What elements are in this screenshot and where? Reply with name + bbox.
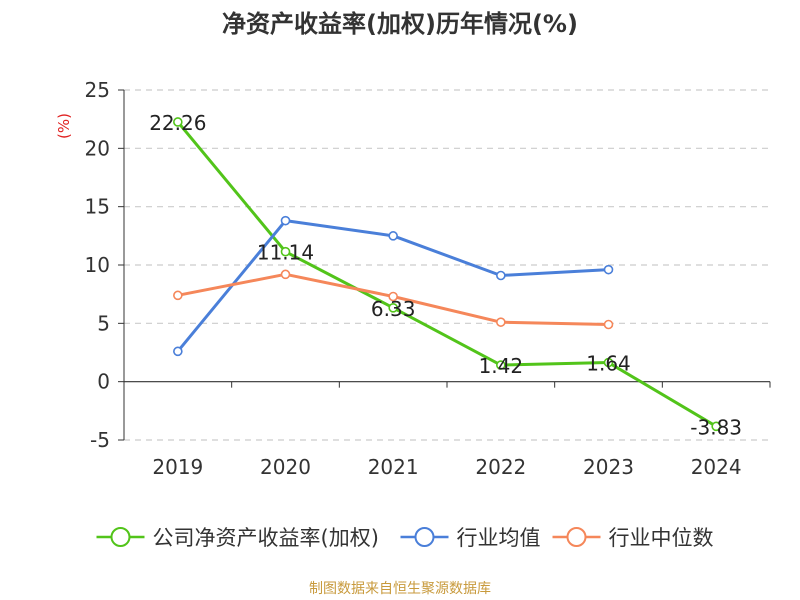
legend-item[interactable]: 行业均值 [400, 526, 541, 550]
data-point [388, 291, 398, 302]
data-point [388, 231, 398, 241]
y-tick-label: -5 [90, 428, 110, 452]
data-label: -3.83 [690, 415, 742, 439]
x-tick-label: 2023 [583, 455, 634, 479]
source-note: 制图数据来自恒生聚源数据库 [309, 581, 491, 597]
y-tick-label: 0 [97, 370, 110, 394]
x-tick-label: 2024 [691, 455, 742, 479]
legend-label: 行业中位数 [609, 526, 714, 550]
data-point [711, 421, 721, 432]
y-axis-label: (%) [55, 113, 73, 139]
x-tick-label: 2022 [475, 455, 526, 479]
data-point [173, 290, 183, 301]
y-tick-label: 25 [85, 78, 110, 102]
data-label: 11.14 [257, 241, 314, 265]
data-point [603, 357, 614, 368]
legend-item[interactable]: 行业中位数 [552, 526, 714, 550]
data-point [603, 319, 614, 330]
data-label: 22.26 [149, 111, 206, 135]
y-tick-label: 20 [85, 136, 110, 160]
series-lines [173, 117, 721, 432]
data-label: 6.33 [371, 297, 416, 321]
grid-lines [124, 89, 770, 441]
legend-item[interactable]: 公司净资产收益率(加权) [96, 526, 379, 550]
data-point [388, 303, 398, 313]
y-tick-label: 10 [85, 253, 110, 277]
data-point [496, 270, 506, 281]
data-point [280, 246, 291, 257]
chart-title: 净资产收益率(加权)历年情况(%) [222, 10, 578, 38]
data-label: 1.64 [586, 352, 631, 376]
data-point [496, 360, 506, 370]
data-point [173, 346, 183, 357]
y-tick-label: 15 [85, 195, 110, 219]
data-labels: 22.26 11.14 6.33 1.42 1.64 -3.83 [149, 111, 742, 439]
y-tick-label: 5 [97, 311, 110, 335]
x-tick-label: 2021 [368, 455, 419, 479]
data-point [496, 317, 506, 327]
legend-marker [566, 527, 587, 547]
axes: 25 20 15 10 5 0 -5 2019 2020 2021 2022 2023 2024 [85, 78, 771, 479]
legend-marker [110, 527, 131, 547]
legend-marker [414, 527, 435, 547]
legend[interactable]: 公司净资产收益率(加权) 行业均值 行业中位数 [96, 526, 714, 550]
data-point [603, 264, 614, 275]
series-line-0 [176, 121, 717, 428]
x-tick-label: 2019 [152, 455, 203, 479]
legend-label: 公司净资产收益率(加权) [153, 526, 379, 550]
data-point [280, 215, 291, 226]
x-tick-label: 2020 [260, 455, 311, 479]
data-point [173, 117, 183, 127]
data-label: 1.42 [479, 354, 524, 378]
legend-label: 行业均值 [457, 526, 541, 550]
data-point [280, 269, 291, 280]
